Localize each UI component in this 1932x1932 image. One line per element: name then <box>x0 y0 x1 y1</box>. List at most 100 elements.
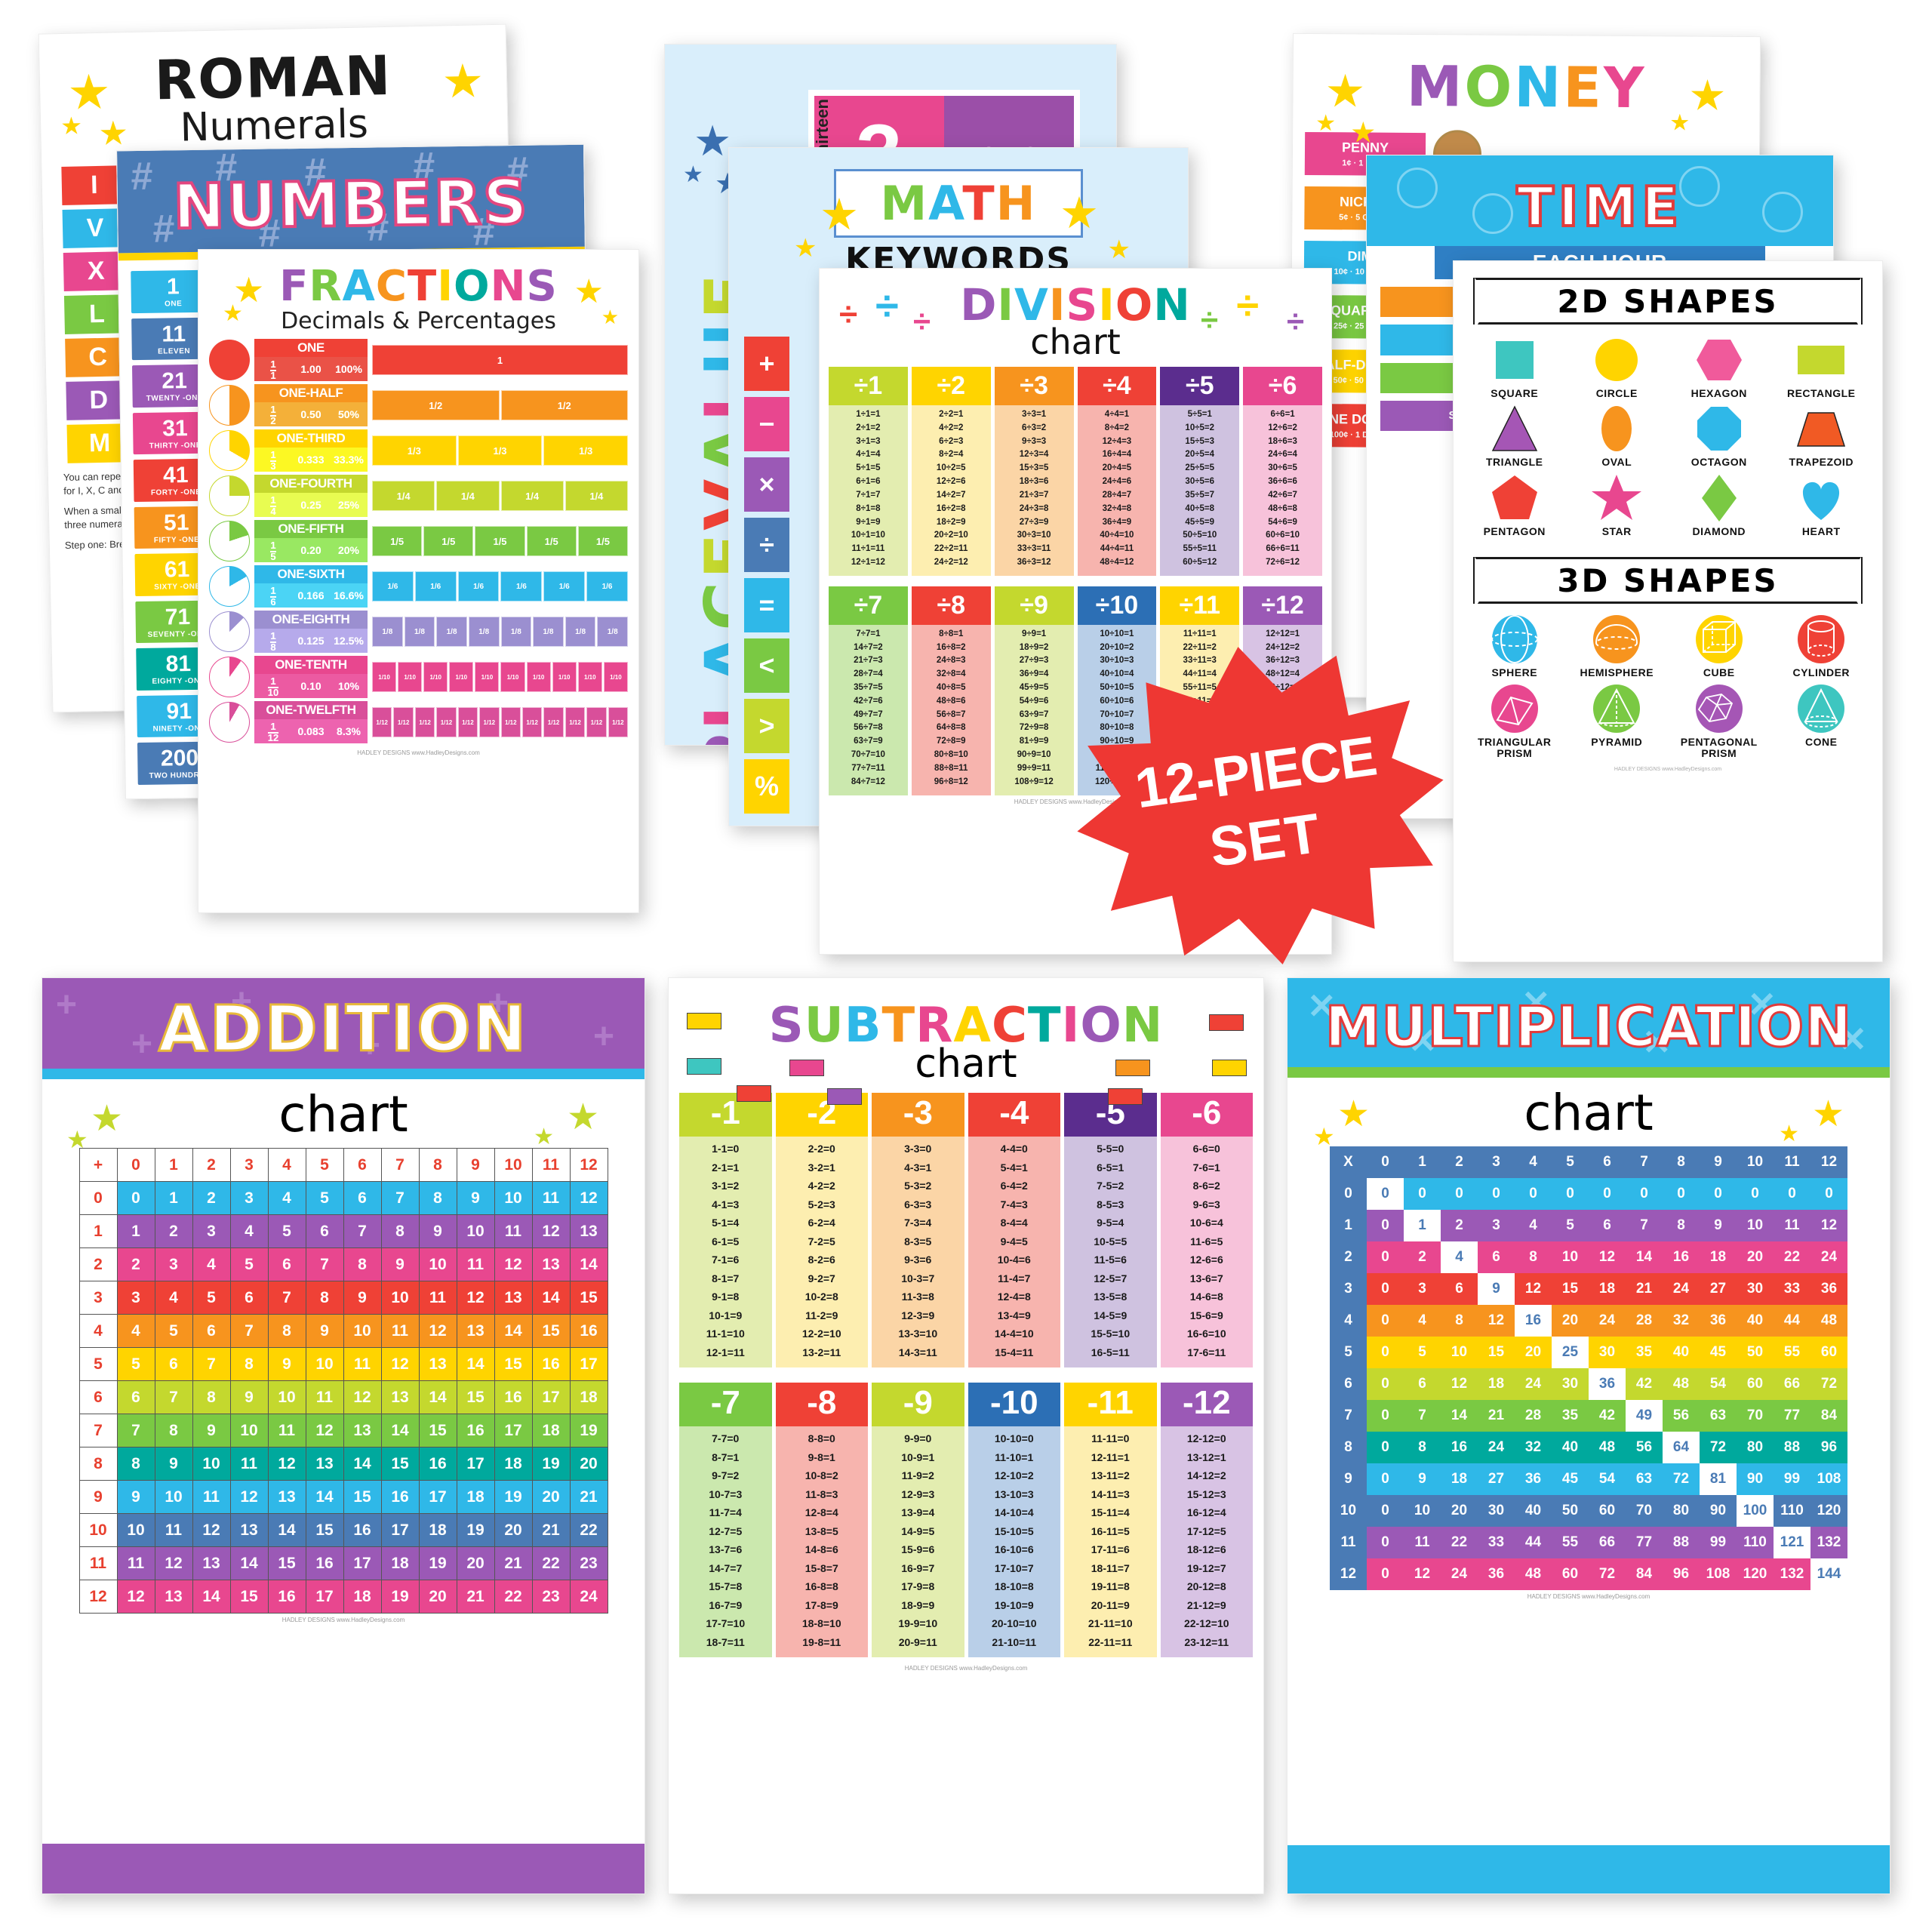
table-cell: 12 <box>418 1314 457 1348</box>
subtraction-column-header: -3 <box>872 1093 964 1137</box>
math-keyword-operator: × <box>744 457 789 512</box>
division-fact: 18÷3=6 <box>1019 477 1049 487</box>
poster-fractions[interactable]: ★ ★ ★ ★ FRACTIONS Decimals & Percentages… <box>198 249 639 913</box>
table-cell: 12 <box>267 1447 306 1481</box>
subtraction-fact: 13-9=4 <box>901 1506 935 1518</box>
oval-icon <box>1567 401 1668 457</box>
table-cell: 12 <box>456 1281 495 1315</box>
table-cell: 16 <box>267 1580 306 1614</box>
subtraction-fact: 11-9=2 <box>901 1469 934 1481</box>
table-cell: 54 <box>1700 1368 1737 1400</box>
table-header-cell: 0 <box>1367 1146 1404 1178</box>
fraction-info: ONE-TENTH 1 10 0.10 10% <box>254 656 368 698</box>
subtraction-column-header: -12 <box>1160 1383 1253 1426</box>
table-row-header: 2 <box>1330 1241 1367 1273</box>
division-fact: 36÷12=3 <box>1266 656 1300 666</box>
division-fact: 8÷2=4 <box>939 450 964 460</box>
division-fact: 88÷8=11 <box>934 763 968 773</box>
subtraction-fact: 18-7=11 <box>706 1635 745 1648</box>
fraction-bar-segment: 1/12 <box>565 707 586 737</box>
subtraction-fact: 15-12=3 <box>1186 1487 1226 1500</box>
table-cell: 108 <box>1810 1463 1847 1495</box>
table-cell: 0 <box>1700 1178 1737 1210</box>
subtraction-fact: 6-5=1 <box>1097 1161 1124 1174</box>
table-cell: 60 <box>1737 1368 1774 1400</box>
fraction-values: 1 5 0.20 20% <box>254 538 368 562</box>
shape-cell: PENTAGONAL PRISM <box>1669 681 1770 760</box>
subtraction-column: -2 2-2=0 3-2=1 4-2=2 5-2=3 6-2=4 7-2=5 8-2=6 9-2… <box>775 1093 868 1367</box>
table-cell: 7 <box>1626 1210 1663 1241</box>
title-letter: A <box>953 998 992 1054</box>
fraction-bar-segment: 1/8 <box>565 617 596 647</box>
table-cell: 8 <box>1515 1241 1552 1273</box>
star-icon: ★ <box>794 234 817 263</box>
title-letter: N <box>1514 54 1564 121</box>
subtraction-fact: 11-8=3 <box>805 1487 838 1500</box>
poster-subtraction-chart[interactable]: SUBTRACTION chart -1 1-1=0 2-1=1 3-1=2 4-1=3… <box>668 977 1264 1894</box>
fraction-row: ONE-SIXTH 1 6 0.166 16.6% 1/6 1/6 1/6 1/6 1/6 1/6 <box>198 564 638 609</box>
subtraction-fact: 2-2=0 <box>808 1143 835 1155</box>
subtraction-column: -10 10-10=0 11-10=1 12-10=2 13-10=3 14-10=4 15… <box>968 1383 1060 1657</box>
fraction-bar-segment: 1/4 <box>372 481 435 511</box>
table-cell: 18 <box>1478 1368 1515 1400</box>
fraction-ratio: 1 12 <box>254 720 292 743</box>
poster-multiplication-chart[interactable]: ✕ ✕ ✕ ✕ ✕ ✕ MULTIPLICATION ★ ★ ★ ★ chart… <box>1287 977 1890 1894</box>
table-cell: 18 <box>1700 1241 1737 1273</box>
division-fact: 24÷8=3 <box>936 656 966 666</box>
table-cell: 7 <box>229 1314 269 1348</box>
table-cell: 23 <box>531 1580 571 1614</box>
table-cell: 0 <box>1515 1178 1552 1210</box>
table-cell: 14 <box>192 1580 231 1614</box>
fraction-values: 1 1 1.00 100% <box>254 357 368 381</box>
subtraction-fact: 14-12=2 <box>1186 1469 1226 1481</box>
fraction-info: ONE-FOURTH 1 4 0.25 25% <box>254 475 368 517</box>
fraction-bars: 1 <box>372 345 628 375</box>
shape-label: HEXAGON <box>1690 387 1747 399</box>
division-fact: 11÷11=1 <box>1183 629 1217 638</box>
star-icon: ★ <box>91 1097 124 1140</box>
star-icon: ★ <box>1688 71 1727 119</box>
title-letter: I <box>437 262 454 311</box>
triangle-icon <box>1464 401 1565 457</box>
table-cell: 30 <box>1552 1368 1589 1400</box>
subtraction-fact: 10-10=0 <box>994 1432 1034 1444</box>
pyramid-icon <box>1567 681 1668 737</box>
table-row-header: 12 <box>1330 1558 1367 1590</box>
division-fact: 24÷12=2 <box>1266 642 1300 652</box>
shapes-2d-grid: SQUARE CIRCLE HEXAGON RECTANGLE TRIANGLE OVAL… <box>1454 329 1882 540</box>
table-cell: 12 <box>531 1214 571 1248</box>
fraction-bar-segment: 1/6 <box>500 571 543 601</box>
table-cell: 3 <box>154 1247 193 1281</box>
subtraction-fact: 4-4=0 <box>1000 1143 1028 1155</box>
table-cell: 24 <box>1589 1305 1626 1337</box>
shape-label: STAR <box>1601 525 1632 537</box>
table-row-header: 0 <box>78 1181 118 1215</box>
table-cell: 0 <box>1367 1368 1404 1400</box>
fraction-bar-segment: 1/5 <box>526 526 577 556</box>
table-cell: 18 <box>531 1414 571 1447</box>
poster-shapes[interactable]: 2D SHAPES SQUARE CIRCLE HEXAGON RECTANGLE TR… <box>1453 260 1883 962</box>
poster-addition-chart[interactable]: + + + + + + ADDITION ★ ★ ★ ★ chart +0 1 2 3… <box>42 977 645 1894</box>
fraction-bar-segment: 1/10 <box>500 662 525 692</box>
fraction-bar-segment: 1/10 <box>423 662 448 692</box>
fraction-decimal: 0.10 <box>300 680 321 692</box>
table-cell: 13 <box>192 1546 231 1580</box>
table-cell: 72 <box>1700 1432 1737 1463</box>
table-cell: 12 <box>1404 1558 1441 1590</box>
subtraction-fact: 16-5=11 <box>1091 1346 1130 1358</box>
table-row: 12 12 13 14 15 16 17 18 19 20 21 22 23 24 <box>78 1580 608 1614</box>
title-letter: B <box>844 998 882 1054</box>
table-cell: 9 <box>1404 1463 1441 1495</box>
table-cell: 0 <box>1552 1178 1589 1210</box>
subtraction-fact: 14-6=8 <box>1189 1291 1223 1303</box>
division-fact: 16÷4=4 <box>1102 450 1132 460</box>
octagon-icon <box>1669 401 1770 457</box>
subtraction-fact: 11-3=8 <box>901 1291 934 1303</box>
division-fact: 96÷8=12 <box>934 777 968 786</box>
subtraction-fact: 9-7=2 <box>712 1469 740 1481</box>
subtraction-grid-bottom: -7 7-7=0 8-7=1 9-7=2 10-7=3 11-7=4 12-7=5 13-7=… <box>669 1371 1263 1660</box>
subtraction-fact: 11-5=6 <box>1094 1254 1127 1266</box>
table-cell: 80 <box>1663 1495 1700 1527</box>
star-icon: ★ <box>1779 1121 1799 1147</box>
